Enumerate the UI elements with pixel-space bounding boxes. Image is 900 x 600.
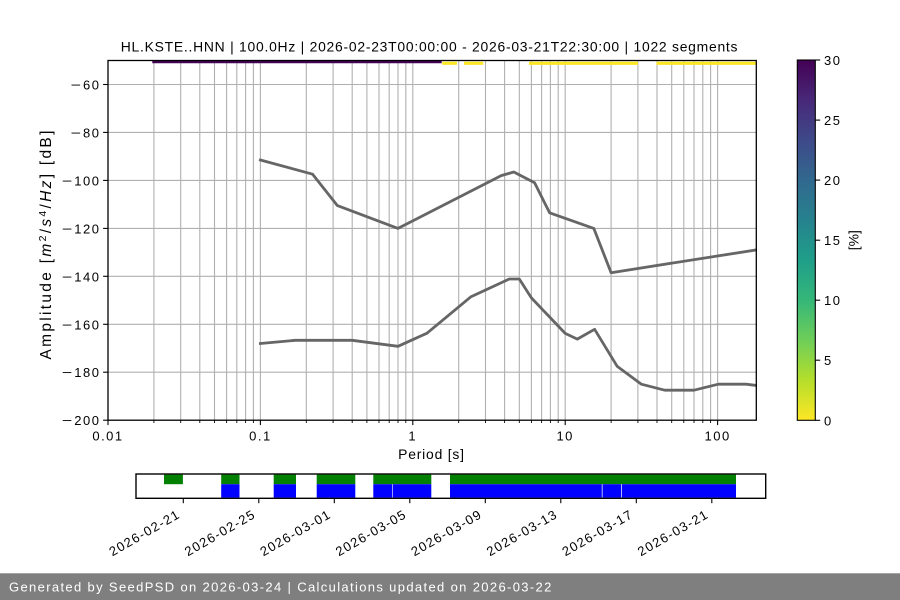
svg-text:−60: −60 (71, 78, 101, 93)
svg-text:25: 25 (824, 113, 841, 128)
svg-text:Generated by SeedPSD on 2026-0: Generated by SeedPSD on 2026-03-24 | Cal… (9, 580, 553, 595)
svg-text:0.01: 0.01 (92, 429, 123, 444)
svg-text:[%]: [%] (845, 230, 861, 250)
svg-text:Amplitude [m2/s4/Hz] [dB]: Amplitude [m2/s4/Hz] [dB] (37, 128, 55, 359)
svg-text:10: 10 (556, 429, 573, 444)
svg-text:0.1: 0.1 (249, 429, 272, 444)
svg-text:−80: −80 (71, 125, 101, 140)
svg-text:Period [s]: Period [s] (398, 446, 465, 462)
svg-text:−200: −200 (62, 413, 101, 428)
svg-text:30: 30 (824, 53, 841, 68)
svg-text:1: 1 (408, 429, 417, 444)
svg-text:HL.KSTE..HNN | 100.0Hz | 2026-: HL.KSTE..HNN | 100.0Hz | 2026-02-23T00:0… (121, 39, 738, 55)
svg-text:−120: −120 (62, 221, 101, 236)
svg-text:20: 20 (824, 173, 841, 188)
svg-text:100: 100 (704, 429, 730, 444)
svg-text:0: 0 (824, 413, 833, 428)
svg-text:15: 15 (824, 233, 841, 248)
svg-text:5: 5 (824, 353, 833, 368)
svg-text:−140: −140 (62, 269, 101, 284)
svg-text:−180: −180 (62, 365, 101, 380)
svg-text:−100: −100 (62, 173, 101, 188)
svg-text:−160: −160 (62, 317, 101, 332)
svg-text:10: 10 (824, 293, 841, 308)
